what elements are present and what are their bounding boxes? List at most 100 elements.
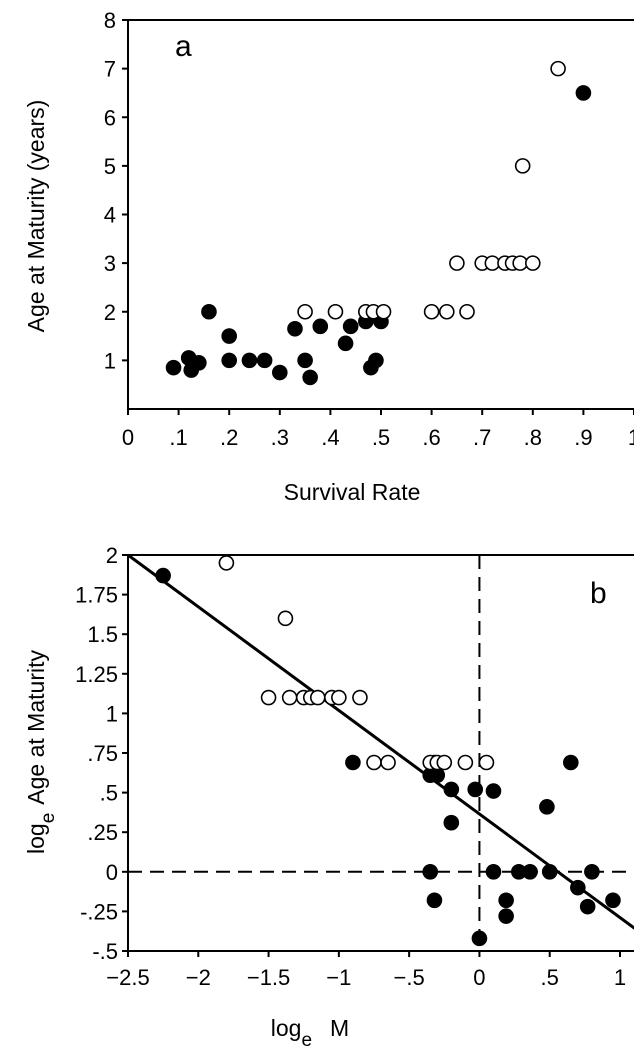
b-filled-point	[498, 892, 514, 909]
b-x-axis-label: loge M	[271, 1015, 349, 1051]
a-open-point	[327, 303, 344, 320]
b-filled-point	[541, 863, 558, 880]
a-open-point	[514, 158, 531, 174]
b-open-point	[478, 754, 495, 771]
a-open-point	[375, 303, 392, 320]
b-y-tick-label: -.5	[92, 939, 118, 964]
b-open-point	[277, 610, 294, 627]
a-open-point	[449, 255, 465, 271]
a-open-point	[550, 60, 566, 77]
b-open-point	[380, 754, 396, 771]
a-x-axis-label: Survival Rate	[284, 479, 421, 505]
b-open-point	[281, 689, 298, 706]
b-y-tick-label: .75	[87, 741, 118, 766]
a-filled-point	[312, 318, 329, 335]
panel-a-scatter: 1 2 3 4 5 6 7 8 0 .1 .2 .3 .4 .5 .6 .7 .8 .9 1 a Survival Ra…	[23, 8, 634, 505]
a-open-point	[524, 255, 541, 271]
b-filled-point	[345, 754, 361, 771]
b-y-tick-label: 1.5	[87, 622, 118, 647]
b-x-tick-label: −1.5	[247, 965, 290, 990]
b-regression-line	[127, 553, 634, 930]
a-filled-point	[297, 352, 313, 369]
b-panel-label: b	[590, 577, 607, 610]
a-x-tick-label: .9	[574, 425, 592, 450]
b-filled-point	[443, 814, 460, 831]
b-filled-point	[539, 799, 555, 815]
a-y-tick-label: 4	[104, 203, 116, 228]
a-open-point	[459, 303, 475, 320]
b-filled-point	[155, 567, 171, 584]
b-x-label-var: M	[330, 1015, 349, 1041]
b-x-tick-label: −2.5	[106, 965, 149, 990]
a-filled-point	[575, 85, 592, 101]
a-y-tick-label: 5	[104, 154, 116, 179]
b-x-tick-label: 0	[473, 965, 485, 990]
b-open-point	[366, 754, 382, 771]
a-filled-point	[287, 320, 303, 337]
b-y-tick-label: 1	[106, 701, 118, 726]
b-filled-point	[467, 781, 484, 798]
b-open-point	[457, 754, 474, 771]
a-y-tick-label: 1	[104, 348, 116, 373]
b-filled-point	[426, 892, 443, 909]
a-x-tick-label: .5	[372, 425, 390, 450]
a-filled-point	[221, 328, 237, 344]
b-x-tick-label: −1	[326, 965, 351, 990]
b-y-tick-label: 1.25	[75, 662, 118, 687]
b-x-tick-label: −.5	[394, 965, 425, 990]
b-y-tick-label: -.25	[80, 899, 118, 924]
a-x-tick-label: .8	[524, 425, 542, 450]
a-filled-point	[191, 355, 207, 371]
b-open-point	[309, 689, 326, 706]
a-panel-label: a	[175, 30, 192, 63]
b-y-tick-label: 1.75	[75, 583, 118, 608]
a-y-tick-label: 8	[104, 8, 116, 33]
b-filled-point	[498, 908, 514, 924]
a-filled-point	[201, 303, 217, 320]
a-filled-point	[337, 335, 354, 352]
a-open-point	[297, 303, 313, 320]
b-open-point	[352, 689, 368, 706]
b-filled-point	[485, 783, 502, 799]
panel-b-scatter: -.5 -.25 0 .25 .5 .75 1 1.25 1.5 1.75 2 −2.5 −2 −1.5 −…	[23, 543, 634, 1051]
a-x-tick-label: .3	[271, 425, 289, 450]
a-filled-point	[271, 364, 288, 381]
b-filled-point	[471, 930, 488, 947]
a-filled-point	[368, 352, 384, 369]
b-y-label-sub: e	[38, 813, 59, 824]
a-filled-point	[241, 352, 258, 369]
a-filled-point	[342, 318, 359, 335]
b-x-label-log: log	[271, 1015, 302, 1041]
b-open-point	[260, 689, 277, 706]
b-filled-point	[485, 863, 502, 880]
b-filled-point	[605, 892, 621, 909]
a-open-point	[438, 303, 455, 320]
a-x-tick-label: 1	[628, 425, 634, 450]
b-open-point	[331, 689, 347, 706]
b-x-label-sub: e	[301, 1030, 312, 1051]
b-x-tick-label: −2	[186, 965, 211, 990]
a-filled-point	[256, 352, 273, 369]
b-filled-point	[562, 754, 579, 771]
b-filled-point	[579, 898, 596, 915]
a-y-tick-label: 7	[104, 57, 116, 82]
b-filled-point	[522, 863, 538, 880]
a-x-tick-label: .7	[473, 425, 491, 450]
b-filled-point	[422, 863, 439, 880]
a-filled-point	[302, 369, 318, 386]
a-x-tick-label: .2	[220, 425, 238, 450]
a-x-tick-label: 0	[122, 425, 134, 450]
b-filled-point	[570, 879, 586, 896]
a-filled-point	[165, 359, 182, 376]
b-x-tick-label: .5	[541, 965, 559, 990]
b-filled-point	[584, 863, 600, 880]
b-open-point	[218, 555, 235, 571]
b-y-tick-label: 0	[106, 860, 118, 885]
a-x-tick-label: .1	[169, 425, 187, 450]
b-y-label-rest: Age at Maturity	[23, 650, 49, 805]
b-y-tick-label: .25	[87, 820, 118, 845]
a-x-tick-label: .4	[321, 425, 339, 450]
a-filled-point	[221, 352, 237, 369]
b-y-tick-label: 2	[106, 543, 118, 568]
